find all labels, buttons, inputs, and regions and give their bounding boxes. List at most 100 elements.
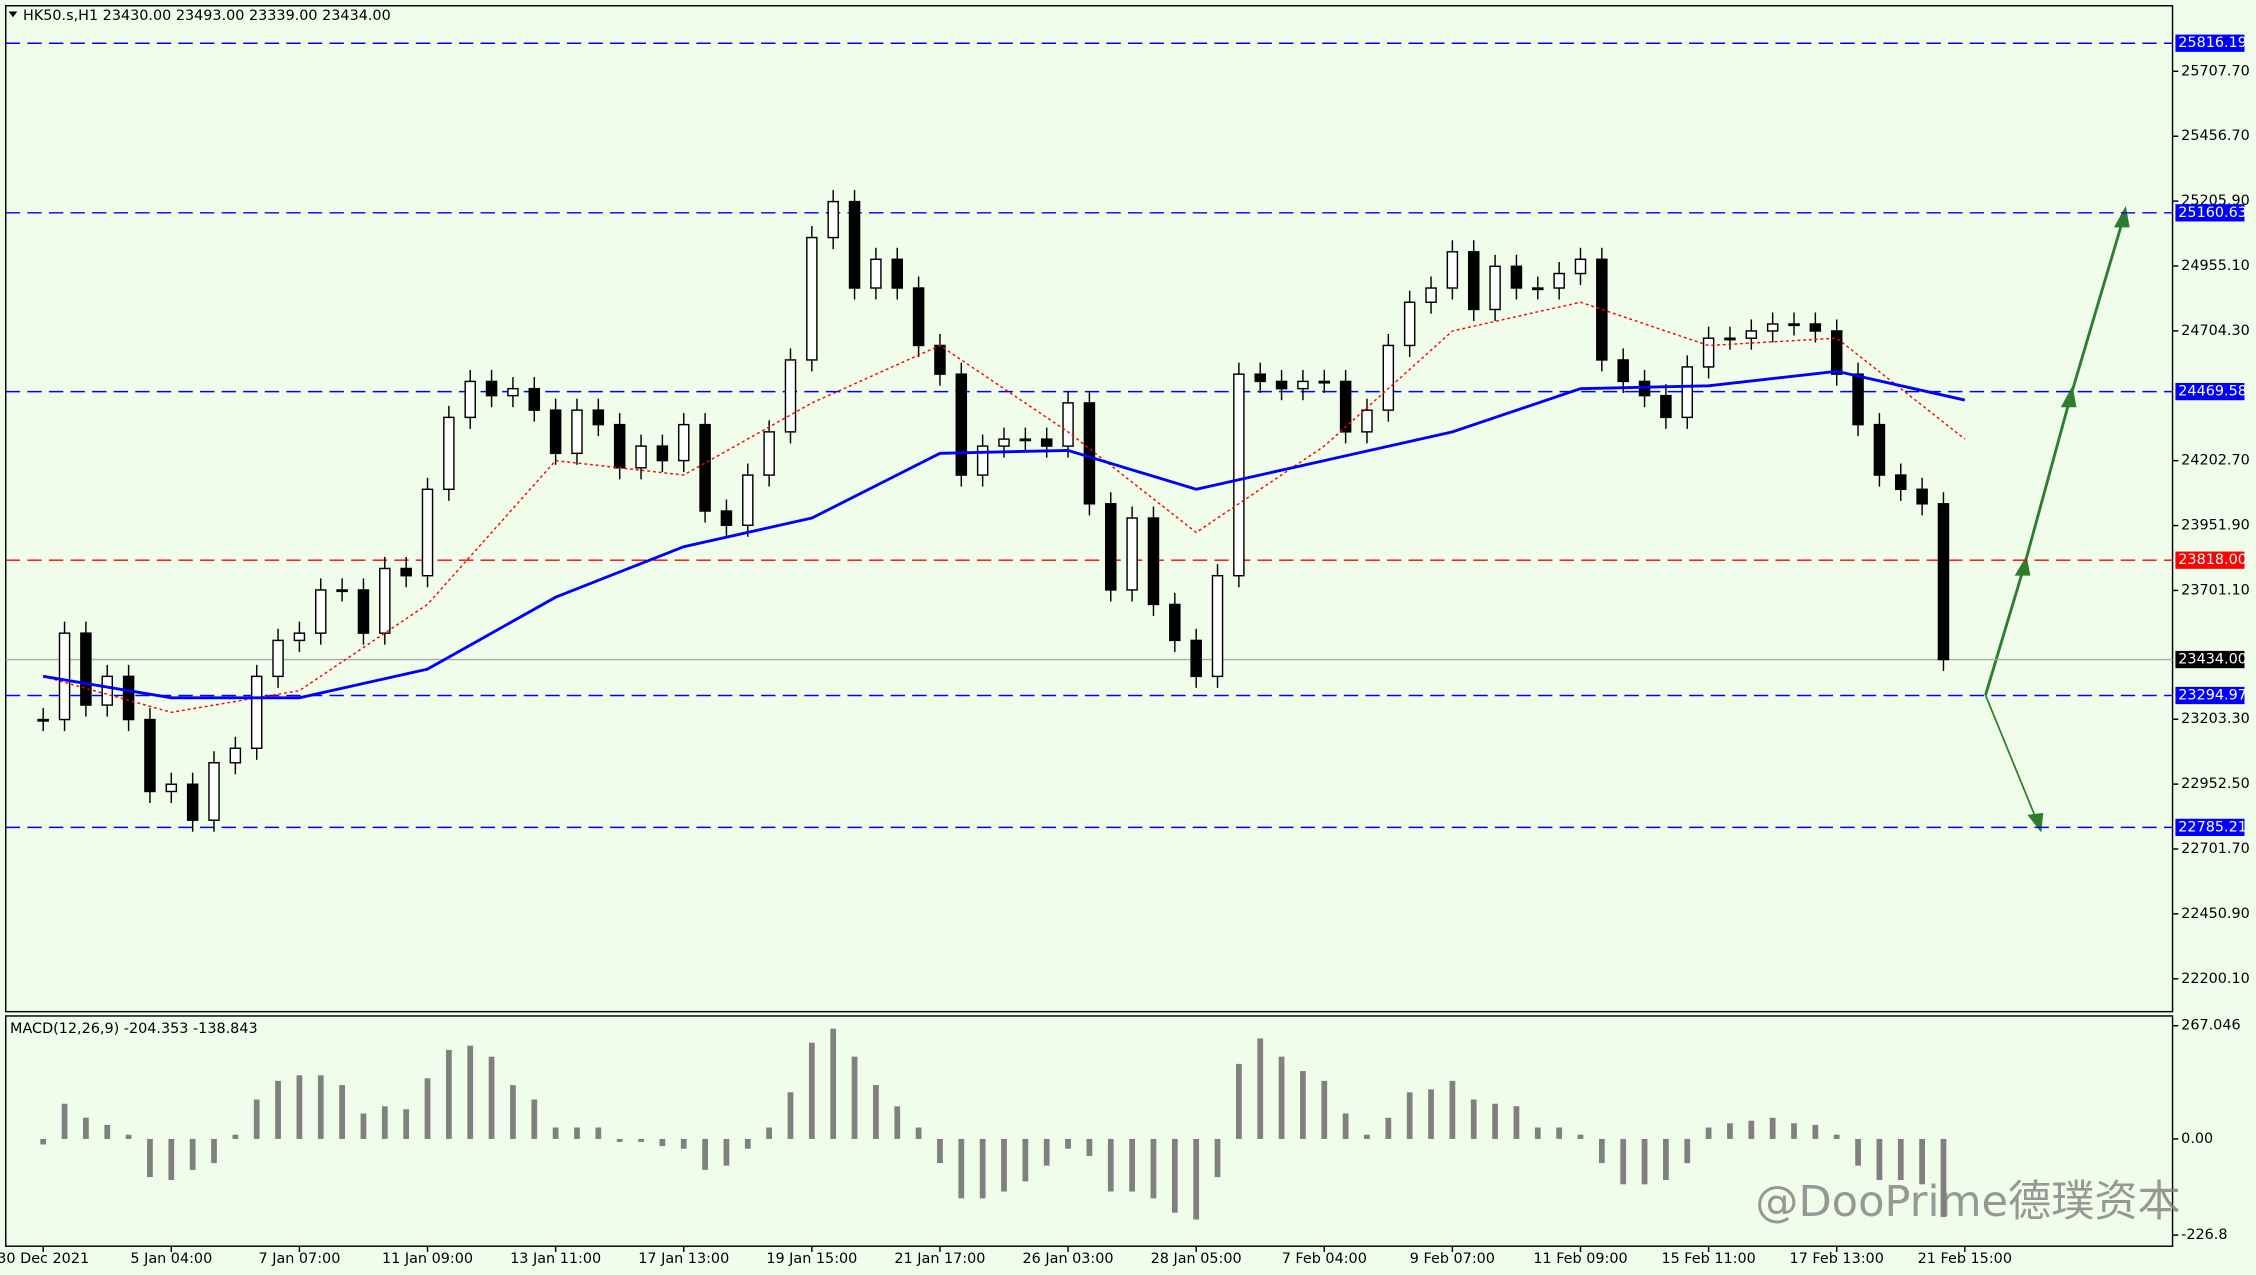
x-tick-label: 11 Jan 09:00 bbox=[382, 1251, 473, 1267]
x-tick-label: 13 Jan 11:00 bbox=[510, 1251, 601, 1267]
arrow-up-1 bbox=[1984, 565, 2026, 696]
candle bbox=[1297, 380, 1309, 390]
macd-bar bbox=[531, 1099, 538, 1139]
candle bbox=[293, 632, 306, 642]
candle bbox=[1852, 373, 1864, 426]
candle bbox=[571, 409, 583, 455]
candle bbox=[806, 236, 818, 361]
arrow-down bbox=[1984, 694, 2039, 823]
candle bbox=[400, 567, 412, 577]
candle bbox=[315, 589, 327, 634]
macd-bar bbox=[1406, 1092, 1413, 1139]
candle bbox=[1660, 394, 1672, 419]
candle bbox=[870, 258, 882, 289]
macd-bar bbox=[1620, 1138, 1627, 1185]
candle bbox=[891, 258, 904, 289]
candle bbox=[1361, 409, 1373, 433]
candle bbox=[1233, 373, 1245, 577]
candle bbox=[464, 380, 476, 419]
candle bbox=[720, 510, 733, 526]
macd-bar bbox=[958, 1138, 965, 1199]
candle bbox=[485, 380, 498, 397]
candle bbox=[1574, 258, 1587, 275]
macd-bar bbox=[1577, 1134, 1584, 1139]
y-tick-label: 25456.70 bbox=[2181, 128, 2250, 144]
level-label-bg bbox=[2175, 34, 2245, 52]
level-label: 24469.58 bbox=[2178, 384, 2247, 400]
macd-bar bbox=[937, 1138, 943, 1164]
y-tick-label: 24704.30 bbox=[2181, 323, 2250, 339]
macd-bar bbox=[1001, 1138, 1007, 1192]
macd-tick-label: 267.046 bbox=[2181, 1018, 2240, 1034]
macd-bar bbox=[296, 1075, 303, 1139]
candle bbox=[1254, 373, 1266, 383]
macd-bar bbox=[1065, 1138, 1071, 1149]
macd-bar bbox=[574, 1127, 580, 1139]
y-tick-label: 22952.50 bbox=[2181, 776, 2250, 792]
macd-bar bbox=[1812, 1124, 1819, 1139]
candle bbox=[507, 387, 519, 397]
level-label: 25160.63 bbox=[2178, 205, 2247, 221]
macd-bar bbox=[552, 1127, 559, 1139]
macd-bar bbox=[1257, 1038, 1264, 1139]
arrow-up-3 bbox=[2069, 216, 2126, 398]
main-frame bbox=[5, 5, 2174, 1013]
macd-bar bbox=[1598, 1138, 1605, 1164]
macd-bar bbox=[360, 1113, 367, 1139]
current-price-label: 23434.00 bbox=[2178, 652, 2247, 668]
macd-bar bbox=[1919, 1138, 1925, 1185]
macd-bar bbox=[1791, 1123, 1797, 1139]
candle bbox=[1702, 337, 1715, 368]
macd-bar bbox=[1150, 1138, 1157, 1199]
macd-tick-label: -226.8 bbox=[2181, 1227, 2227, 1243]
current-price-bg bbox=[2175, 650, 2245, 669]
candle bbox=[635, 445, 647, 469]
macd-bar bbox=[723, 1138, 730, 1166]
macd-bar bbox=[211, 1138, 217, 1164]
level-label-bg bbox=[2175, 382, 2245, 401]
macd-bar bbox=[1897, 1138, 1904, 1181]
macd-bar bbox=[232, 1134, 239, 1139]
macd-bar bbox=[147, 1138, 153, 1178]
candle bbox=[1681, 366, 1694, 419]
macd-bar bbox=[744, 1138, 751, 1149]
level-label: 22785.21 bbox=[2178, 819, 2247, 835]
y-tick-label: 24955.10 bbox=[2181, 258, 2250, 274]
x-tick-label: 5 Jan 04:00 bbox=[130, 1251, 212, 1267]
macd-bar bbox=[680, 1138, 687, 1149]
x-tick-label: 11 Feb 09:00 bbox=[1533, 1251, 1627, 1267]
menu-arrow[interactable] bbox=[8, 11, 18, 18]
candle bbox=[1318, 380, 1331, 384]
level-label: 23818.00 bbox=[2178, 552, 2247, 568]
macd-bar bbox=[467, 1045, 474, 1139]
macd-bar bbox=[1940, 1138, 1947, 1217]
macd-bar bbox=[1043, 1138, 1050, 1166]
macd-bar bbox=[1428, 1089, 1434, 1139]
candle bbox=[229, 747, 242, 764]
macd-bar bbox=[659, 1138, 666, 1147]
macd-bar bbox=[1235, 1063, 1242, 1139]
candle bbox=[1510, 265, 1523, 289]
candle bbox=[1895, 474, 1907, 491]
macd-bar bbox=[638, 1138, 644, 1142]
macd-bar bbox=[1833, 1134, 1840, 1139]
macd-tick-label: 0.00 bbox=[2181, 1131, 2213, 1147]
candle bbox=[1724, 337, 1736, 341]
watermark: @DooPrime德璞资本 bbox=[1755, 1177, 2180, 1227]
x-tick-label: 15 Feb 11:00 bbox=[1661, 1251, 1755, 1267]
candle bbox=[1617, 359, 1629, 383]
candle bbox=[443, 416, 455, 491]
level-label-bg bbox=[2175, 551, 2245, 569]
macd-bar bbox=[1663, 1138, 1669, 1181]
macd-bar bbox=[61, 1103, 68, 1139]
level-label-bg bbox=[2175, 686, 2245, 705]
macd-bar bbox=[1705, 1127, 1712, 1139]
candle bbox=[1040, 438, 1053, 447]
candle bbox=[1830, 330, 1843, 375]
x-tick-label: 17 Jan 13:00 bbox=[638, 1251, 729, 1267]
x-tick-label: 26 Jan 03:00 bbox=[1023, 1251, 1114, 1267]
macd-bar bbox=[1470, 1099, 1477, 1139]
